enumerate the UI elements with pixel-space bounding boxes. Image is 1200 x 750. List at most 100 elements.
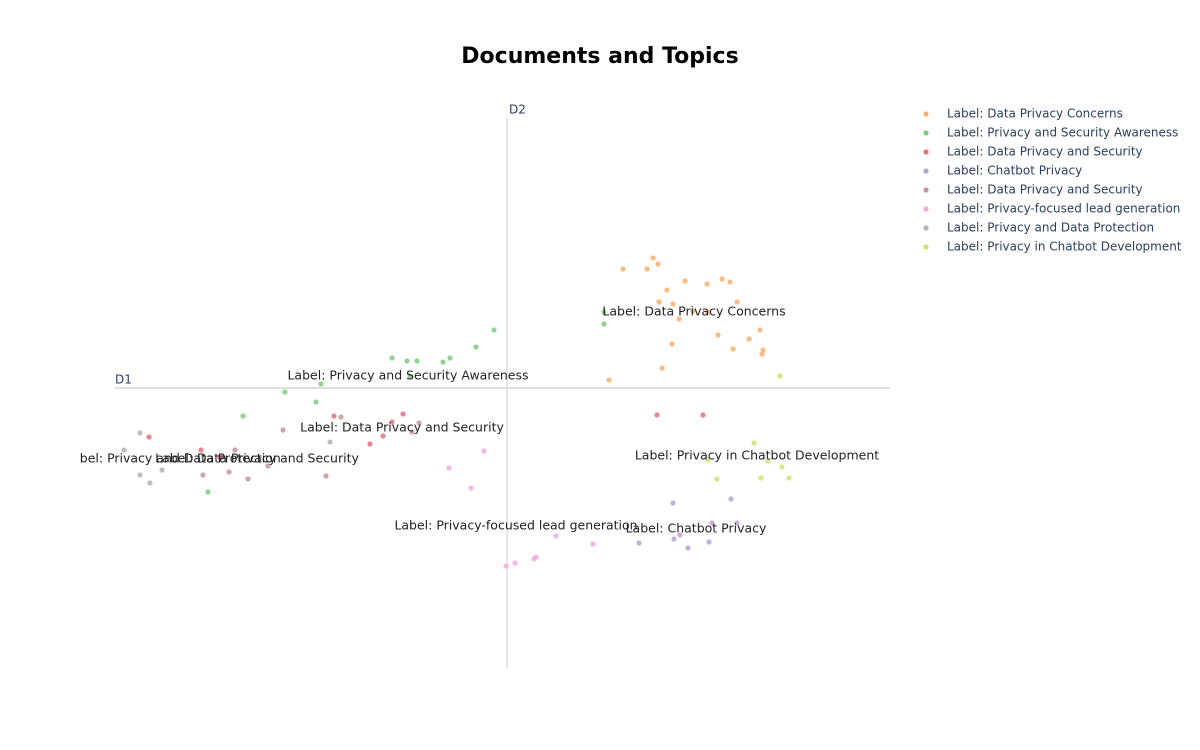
legend-marker [923,149,929,155]
legend-marker [923,244,929,250]
point [777,373,783,379]
point [491,327,497,333]
point [323,473,329,479]
point [380,433,386,439]
point [636,540,642,546]
point [682,278,688,284]
topic-label: Label: Privacy in Chatbot Development [635,448,879,463]
point [714,476,720,482]
point [757,327,763,333]
point [765,458,771,464]
point [205,489,211,495]
point [282,389,288,395]
legend-marker [923,130,929,136]
legend-marker [923,206,929,212]
point [440,359,446,365]
point [709,520,715,526]
point [606,377,612,383]
point [447,355,453,361]
point [676,316,682,322]
point [786,475,792,481]
point [644,266,650,272]
point [137,430,143,436]
point [327,439,333,445]
point [146,434,152,440]
x-axis-label: D1 [115,373,132,387]
point [655,261,661,267]
point [677,532,683,538]
point [245,476,251,482]
legend-marker [923,187,929,193]
point [746,336,752,342]
point [758,475,764,481]
point [265,463,271,469]
topic-label: Label: Privacy-focused lead generation [394,518,637,533]
point [280,427,286,433]
point [734,299,740,305]
point [620,266,626,272]
point [137,472,143,478]
point [404,358,410,364]
plot-area: D1 D2 Label: Data Privacy Concerns Label: P… [80,103,890,668]
point [669,341,675,347]
point [654,412,660,418]
point [670,500,676,506]
y-axis-label: D2 [509,103,526,117]
point [751,440,757,446]
point [313,399,319,405]
point [728,496,734,502]
topic-label: Label: Privacy and Security Awareness [287,368,528,383]
point [650,255,656,261]
point [727,279,733,285]
point [338,414,344,420]
point [473,344,479,350]
legend-label: Label: Privacy and Security Awareness [947,126,1178,140]
point [779,464,785,470]
point [553,533,559,539]
point [407,373,413,379]
legend-marker [923,168,929,174]
topic-label: Label: Data Privacy and Security [300,420,504,435]
point [512,560,518,566]
point [389,355,395,361]
point [705,457,711,463]
point [685,545,691,551]
annotations: Label: Data Privacy Concerns Label: Priva… [80,304,879,536]
point [705,309,711,315]
point [240,413,246,419]
legend-label: Label: Data Privacy and Security [947,145,1143,159]
legend-label: Label: Data Privacy and Security [947,183,1143,197]
point [670,301,676,307]
point [121,447,127,453]
legend-label: Label: Data Privacy Concerns [947,107,1123,121]
point [715,332,721,338]
point [446,465,452,471]
point [659,365,665,371]
point [664,287,670,293]
topic-label: Label: Data Privacy and Security [155,451,359,466]
point [159,467,165,473]
point [318,381,324,387]
point [147,480,153,486]
point [704,281,710,287]
point [226,469,232,475]
point [232,447,238,453]
point [400,411,406,417]
topic-label: Label: Chatbot Privacy [626,521,767,536]
point [409,429,415,435]
point [414,358,420,364]
point [601,309,607,315]
point [601,321,607,327]
point [759,351,765,357]
point [481,448,487,454]
point [468,485,474,491]
legend-label: Label: Privacy-focused lead generation [947,202,1180,216]
legend-marker [923,111,929,117]
point [706,539,712,545]
legend-label: Label: Privacy and Data Protection [947,221,1154,235]
legend-label: Label: Chatbot Privacy [947,164,1082,178]
point [389,419,395,425]
point [760,347,766,353]
point [671,536,677,542]
point [503,563,509,569]
